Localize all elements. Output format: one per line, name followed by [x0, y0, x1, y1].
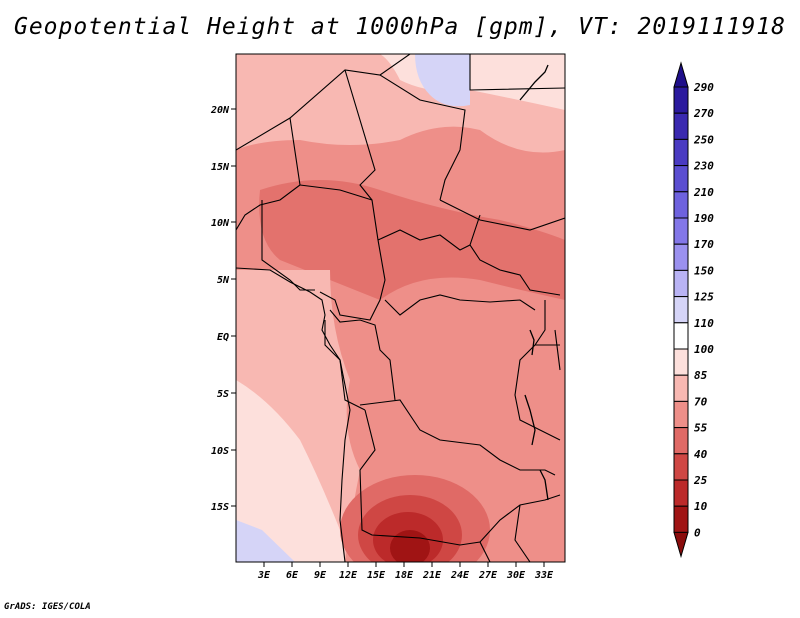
colorbar-bin — [673, 112, 689, 140]
lakes — [524, 329, 549, 501]
contour-fill-southwest-blue — [236, 520, 295, 562]
colorbar-label: 190 — [694, 212, 714, 225]
colorbar-label: 270 — [693, 107, 714, 120]
colorbar-bin — [673, 191, 689, 219]
colorbar-label: 170 — [694, 238, 714, 251]
lon-tick-label: 9E — [314, 570, 327, 581]
credit-label: GrADS: IGES/COLA — [4, 602, 91, 612]
lat-tick-label: 10S — [211, 446, 229, 457]
contour-fill-low-core — [390, 530, 430, 562]
lat-tick-label: 15N — [211, 162, 230, 173]
colorbar-bin — [673, 243, 689, 271]
colorbar-label: 210 — [693, 186, 714, 199]
colorbar-label: 100 — [694, 343, 714, 356]
lat-axis — [231, 108, 236, 507]
map-area — [236, 54, 565, 562]
colorbar-label: 150 — [694, 264, 714, 277]
colorbar-label: 10 — [694, 500, 708, 513]
contour-fill-north-blue — [415, 54, 470, 107]
colorbar-bin — [673, 348, 689, 376]
colorbar-label: 125 — [694, 291, 714, 304]
lon-tick-label: 30E — [506, 570, 526, 581]
colorbar-bin — [673, 165, 689, 193]
colorbar-bin — [673, 269, 689, 298]
colorbar-label: 110 — [694, 317, 714, 330]
lon-tick-label: 33E — [534, 570, 554, 581]
colorbar: 2902702502302101901701501251101008570554… — [673, 61, 714, 559]
map-frame — [235, 53, 566, 563]
lat-tick-label: 5S — [217, 389, 229, 400]
lat-tick-label: 20N — [210, 105, 230, 116]
colorbar-bin — [673, 322, 689, 350]
colorbar-bin — [673, 374, 689, 402]
lon-tick-label: 15E — [367, 570, 386, 581]
nile-coast — [519, 64, 549, 101]
colorbar-label: 0 — [694, 526, 701, 539]
colorbar-bin — [673, 86, 689, 114]
colorbar-bin — [673, 138, 689, 167]
colorbar-label: 85 — [694, 369, 708, 382]
colorbar-label: 250 — [693, 133, 714, 146]
lon-axis — [263, 562, 545, 567]
lat-tick-label: 15S — [211, 502, 229, 513]
map-title: Geopotential Height at 1000hPa [gpm], VT… — [13, 14, 787, 40]
colorbar-label: 25 — [693, 474, 708, 487]
lat-tick-label: 10N — [211, 218, 230, 229]
country-borders — [236, 54, 565, 562]
lon-tick-label: 3E — [257, 570, 271, 581]
lon-tick-label: 21E — [422, 570, 442, 581]
lon-tick-label: 24E — [450, 570, 470, 581]
lat-tick-label: EQ — [217, 332, 229, 343]
lon-tick-label: 27E — [478, 570, 498, 581]
lon-tick-label: 6E — [286, 570, 299, 581]
lat-tick-label: 5N — [217, 275, 230, 286]
colorbar-label: 55 — [694, 422, 708, 435]
contour-fill-central — [259, 180, 565, 300]
lon-tick-label: 12E — [339, 570, 358, 581]
colorbar-label: 230 — [693, 160, 714, 173]
colorbar-label: 290 — [693, 81, 714, 94]
lon-tick-label: 18E — [395, 570, 414, 581]
colorbar-bin — [673, 479, 689, 507]
colorbar-bin — [673, 427, 689, 455]
colorbar-bin — [673, 505, 689, 533]
colorbar-top-triangle — [673, 61, 689, 88]
coastline — [236, 267, 351, 562]
colorbar-label: 70 — [694, 395, 708, 408]
colorbar-bin — [673, 400, 689, 429]
colorbar-bottom-triangle — [673, 531, 689, 559]
colorbar-bin — [673, 296, 689, 324]
colorbar-bin — [673, 217, 689, 245]
colorbar-bin — [673, 453, 689, 481]
contour-fill-southwest — [236, 380, 345, 562]
colorbar-label: 40 — [694, 448, 708, 461]
